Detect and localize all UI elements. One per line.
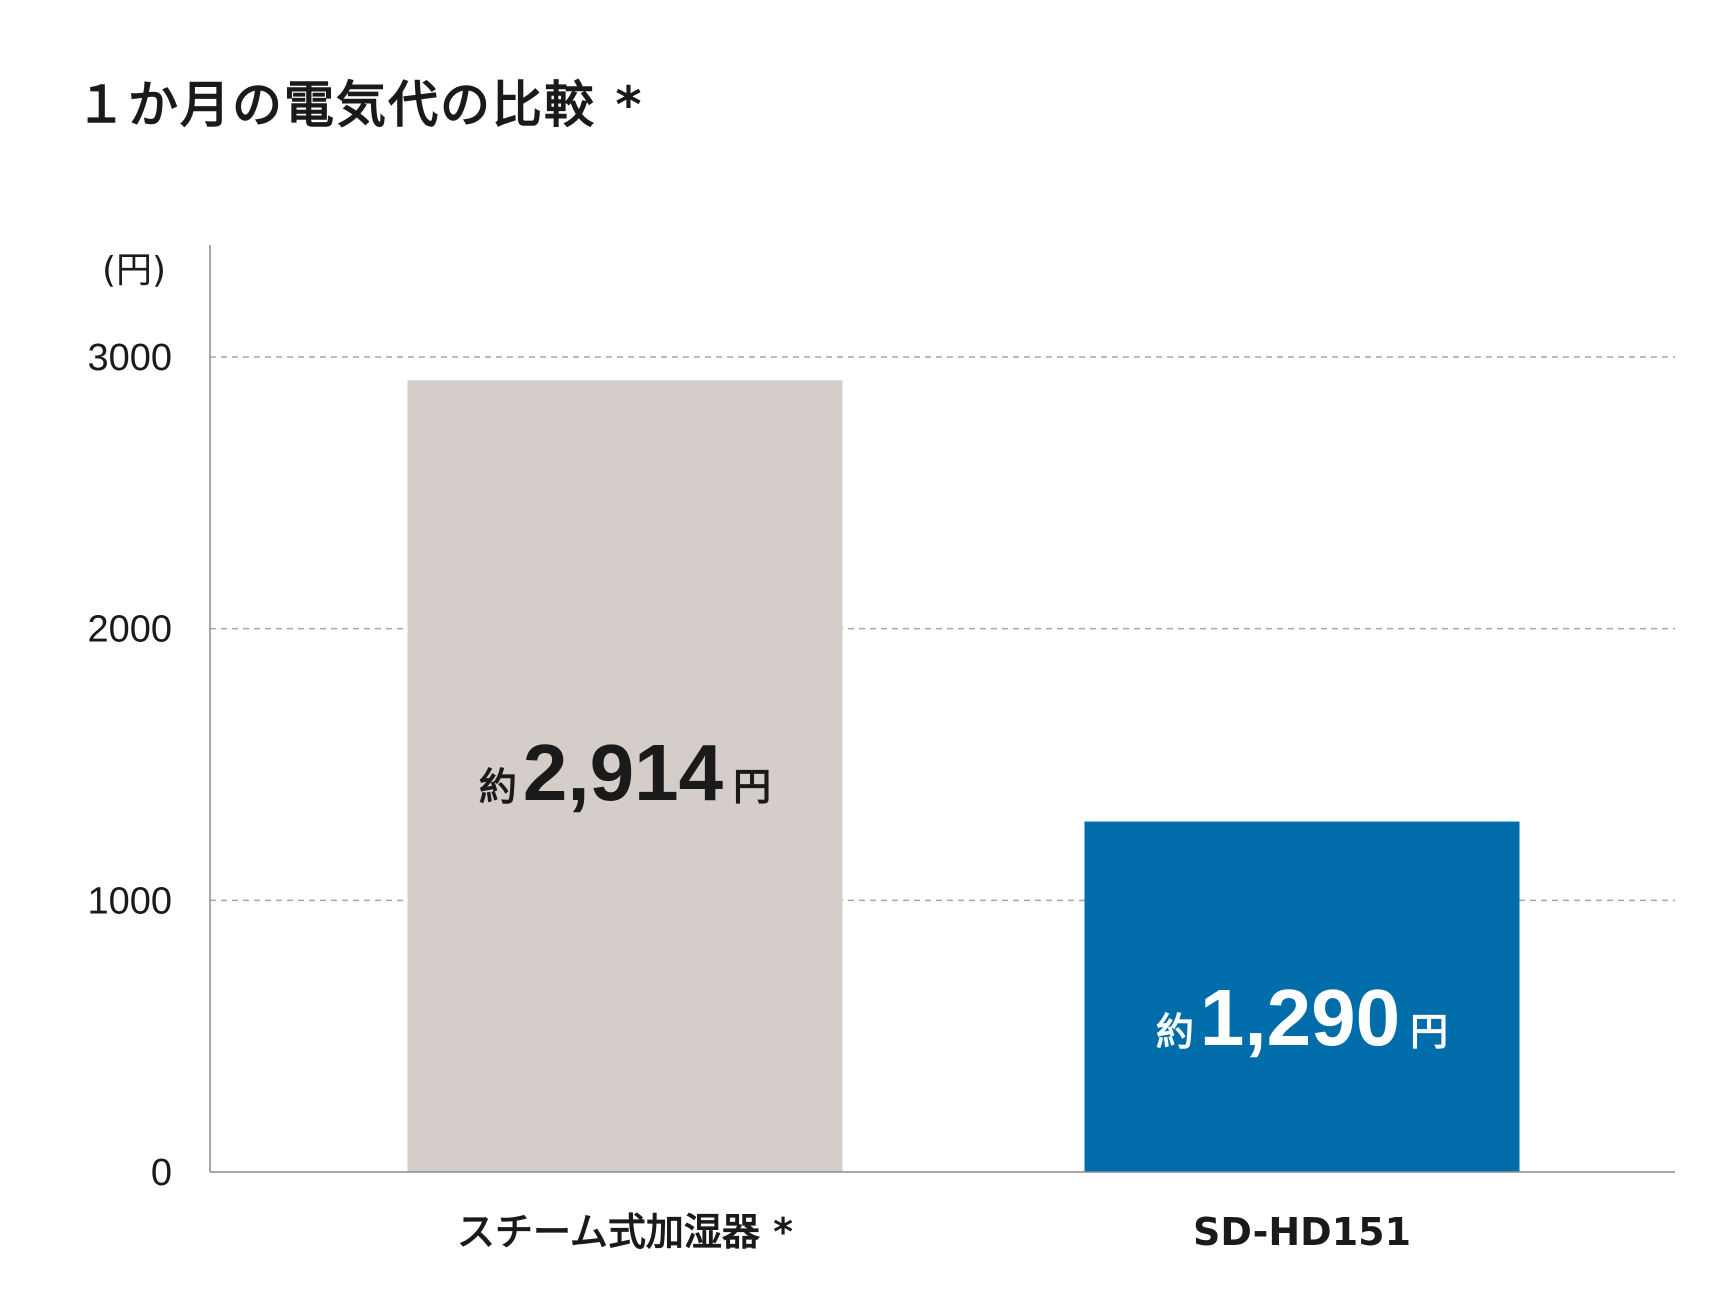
y-tick-label-1000: 1000 [87, 880, 172, 922]
data-label-prefix: 約 [479, 765, 517, 809]
bar-2 [1084, 821, 1520, 1172]
data-label-unit: 円 [1410, 1010, 1448, 1054]
data-label-unit: 円 [733, 765, 771, 809]
data-label-1: 約2,914 円 [479, 728, 771, 817]
chart-title: １か月の電気代の比較 * [76, 76, 644, 134]
x-category-label-2: SD-HD151 [1193, 1210, 1411, 1254]
data-label-value: 2,914 [523, 728, 724, 817]
data-label-value: 1,290 [1200, 973, 1400, 1062]
y-tick-label-2000: 2000 [87, 609, 172, 651]
bar-1 [407, 380, 843, 1172]
x-category-label-1: スチーム式加湿器 * [457, 1210, 793, 1254]
y-tick-label-0: 0 [151, 1152, 172, 1194]
data-label-2: 約1,290 円 [1156, 973, 1448, 1062]
y-tick-label-3000: 3000 [87, 337, 172, 379]
y-axis-unit-label: (円) [102, 250, 166, 291]
data-label-prefix: 約 [1156, 1010, 1194, 1054]
